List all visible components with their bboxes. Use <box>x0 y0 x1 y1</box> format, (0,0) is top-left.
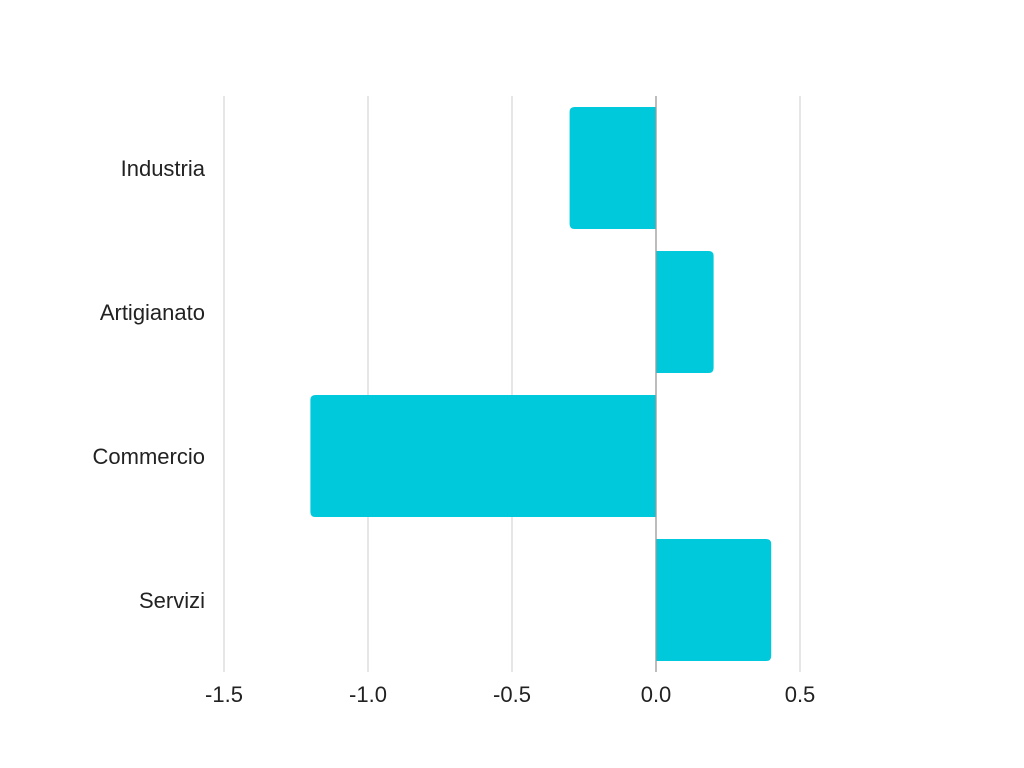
x-axis-ticks: -1.5 -1.0 -0.5 0.0 0.5 <box>205 682 815 707</box>
category-label: Commercio <box>93 444 205 469</box>
category-label: Industria <box>121 156 206 181</box>
bar-servizi <box>656 539 772 661</box>
x-tick-label: 0.5 <box>785 682 816 707</box>
y-axis-categories: Industria Artigianato Commercio Servizi <box>93 156 206 613</box>
bars <box>310 107 772 661</box>
bar-industria <box>569 107 656 229</box>
x-tick-label: -1.5 <box>205 682 243 707</box>
x-tick-label: 0.0 <box>641 682 672 707</box>
x-tick-label: -1.0 <box>349 682 387 707</box>
bar-commercio <box>310 395 656 517</box>
gridlines <box>223 96 801 672</box>
bar-artigianato <box>656 251 714 373</box>
category-label: Artigianato <box>100 300 205 325</box>
category-label: Servizi <box>139 588 205 613</box>
x-tick-label: -0.5 <box>493 682 531 707</box>
